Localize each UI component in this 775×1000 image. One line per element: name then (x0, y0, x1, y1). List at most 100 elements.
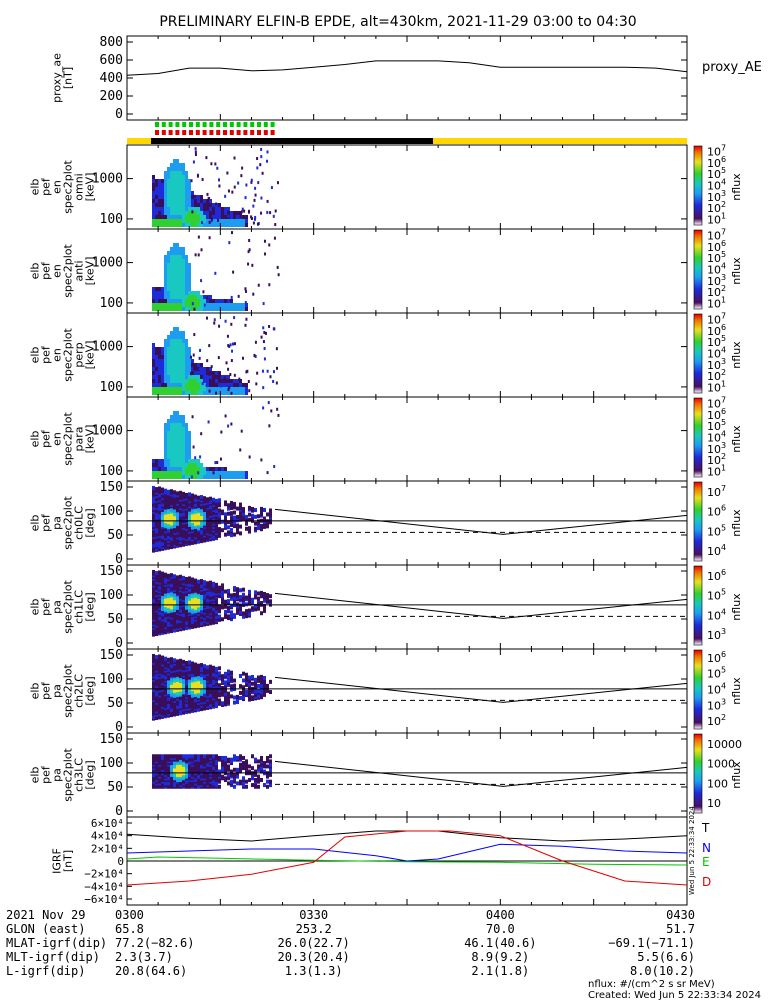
spectrogram-cell (245, 307, 248, 311)
spectrogram-cell (170, 275, 173, 279)
spectrogram-speckle (218, 184, 221, 188)
spectrogram-cell (179, 259, 182, 263)
spectrogram-cell (158, 459, 161, 463)
pitch-cell (257, 606, 260, 611)
spectrogram-cell (173, 247, 176, 251)
y-tick-label: 50 (107, 780, 123, 795)
spectrogram-speckle (201, 177, 204, 181)
pitch-cell (245, 689, 248, 694)
spectrogram-speckle (208, 236, 211, 240)
pitch-cell (242, 685, 245, 690)
spectrogram-cell (176, 383, 179, 387)
spectrogram-cell (191, 299, 194, 303)
y-axis-label-word: pef (40, 765, 53, 784)
spectrogram-cell (212, 207, 215, 211)
spectrogram-cell (185, 187, 188, 191)
spectrogram-cell (188, 359, 191, 363)
spectrogram-cell (185, 435, 188, 439)
spectrogram-speckle (227, 388, 230, 392)
spectrogram-cell (239, 211, 242, 215)
spectrogram-cell (182, 355, 185, 359)
spectrogram-speckle (275, 347, 278, 351)
y-tick-label: 150 (100, 564, 123, 579)
spectrogram-cell (176, 163, 179, 167)
spectrogram-cell (185, 375, 188, 379)
spectrogram-cell (221, 387, 224, 391)
colorbar-tick-exponent: 3 (721, 627, 726, 636)
pitch-cell (224, 761, 227, 766)
spectrogram-cell (173, 275, 176, 279)
pitch-cell (221, 583, 224, 588)
spectrogram-cell (164, 179, 167, 183)
spectrogram-cell (152, 183, 155, 187)
spectrogram-cell (203, 387, 206, 391)
pitch-cell (239, 690, 242, 695)
spectrogram-cell (164, 287, 167, 291)
x-row-value: 20.8(64.6) (115, 964, 187, 978)
spectrogram-speckle (248, 238, 251, 242)
status-marker-red (168, 130, 173, 135)
x-row-label: MLT-igrf(dip) (6, 950, 100, 964)
spectrogram-cell (242, 219, 245, 223)
pitch-cell (242, 512, 245, 517)
spectrogram-cell (167, 371, 170, 375)
status-marker-red (189, 130, 193, 135)
spectrogram-cell (179, 303, 182, 307)
spectrogram-cell (182, 463, 185, 467)
spectrogram-cell (152, 359, 155, 363)
y-tick-label: 600 (100, 53, 123, 68)
pitch-cell (233, 510, 236, 515)
spectrogram-cell (200, 303, 203, 307)
pitch-cell (233, 613, 236, 618)
spectrogram-cell (185, 367, 188, 371)
spectrogram-cell (218, 475, 221, 479)
spectrogram-cell (233, 387, 236, 391)
spectrogram-cell (161, 299, 164, 303)
y-axis-label-word: [keV] (84, 257, 97, 286)
spectrogram-cell (173, 423, 176, 427)
pitch-cell (242, 507, 245, 512)
spectrogram-cell (239, 303, 242, 307)
spectrogram-speckle (245, 317, 248, 321)
pitch-cell (251, 695, 254, 700)
pitch-cell (236, 755, 239, 760)
spectrogram-cell (173, 463, 176, 467)
pitch-cell (239, 505, 242, 510)
colorbar-tick-label: 105 (707, 588, 726, 603)
spectrogram-cell (185, 475, 188, 479)
spectrogram-cell (197, 383, 200, 387)
pitch-cell (179, 490, 182, 495)
spectrogram-cell (185, 287, 188, 291)
x-row-value: 46.1(40.6) (464, 936, 536, 950)
spectrogram-cell (185, 383, 188, 387)
spectrogram-cell (185, 391, 188, 395)
spectrogram-cell (203, 211, 206, 215)
pitch-cell (227, 691, 230, 696)
pitch-cell (242, 776, 245, 781)
spectrogram-cell (176, 159, 179, 163)
pitch-cell (203, 580, 206, 585)
spectrogram-cell (206, 371, 209, 375)
spectrogram-cell (194, 459, 197, 463)
spectrogram-cell (170, 439, 173, 443)
spectrogram-speckle (224, 319, 227, 323)
spectrogram-cell (182, 359, 185, 363)
spectrogram-speckle (277, 273, 280, 277)
spectrogram-cell (152, 207, 155, 211)
pitch-cell (251, 597, 254, 602)
spectrogram-cell (221, 299, 224, 303)
spectrogram-cell (206, 223, 209, 227)
pitch-cell (263, 761, 266, 766)
spectrogram-cell (245, 215, 248, 219)
spectrogram-cell (152, 475, 155, 479)
spectrogram-speckle (217, 356, 220, 360)
orbit-bar-black (151, 138, 433, 144)
spectrogram-speckle (272, 370, 275, 374)
spectrogram-cell (161, 347, 164, 351)
colorbar-tick-exponent: 2 (721, 200, 726, 209)
x-row-value: 26.0(22.7) (278, 936, 350, 950)
spectrogram-cell (167, 299, 170, 303)
spectrogram-cell (209, 379, 212, 383)
spectrogram-cell (173, 299, 176, 303)
